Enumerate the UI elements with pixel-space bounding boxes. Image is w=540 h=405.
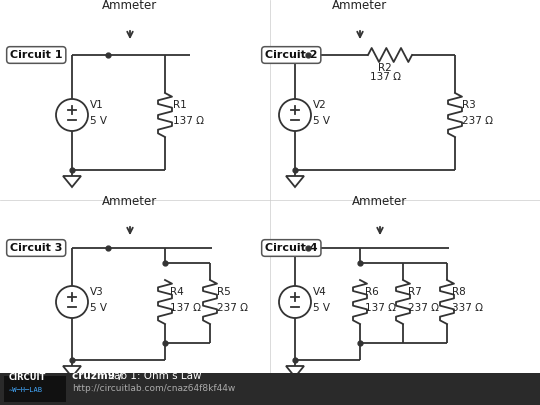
Text: 5 V: 5 V	[90, 303, 107, 313]
Text: 337 Ω: 337 Ω	[452, 303, 483, 313]
Text: 237 Ω: 237 Ω	[462, 116, 493, 126]
Text: ∼W─H─LAB: ∼W─H─LAB	[9, 387, 43, 393]
Text: http://circuitlab.com/cnaz64f8kf44w: http://circuitlab.com/cnaz64f8kf44w	[72, 384, 235, 393]
Text: R6: R6	[365, 287, 379, 297]
Text: 137 Ω: 137 Ω	[173, 116, 204, 126]
Text: 5 V: 5 V	[313, 303, 330, 313]
Text: V4: V4	[313, 287, 327, 297]
Text: Ammeter: Ammeter	[333, 0, 388, 12]
Text: CIRCUIT: CIRCUIT	[9, 373, 46, 382]
Text: Ammeter: Ammeter	[103, 195, 158, 208]
Bar	[4, 376, 66, 402]
Text: R1: R1	[173, 100, 187, 110]
Text: cruzm9 /: cruzm9 /	[72, 371, 122, 381]
Text: R2: R2	[378, 63, 392, 73]
Text: 5 V: 5 V	[313, 116, 330, 126]
Text: R5: R5	[217, 287, 231, 297]
Text: Circuit 4: Circuit 4	[265, 243, 318, 253]
Text: R7: R7	[408, 287, 422, 297]
Text: R4: R4	[170, 287, 184, 297]
Text: V1: V1	[90, 100, 104, 110]
Text: Circuit 2: Circuit 2	[265, 50, 318, 60]
Text: 237 Ω: 237 Ω	[408, 303, 439, 313]
Text: V3: V3	[90, 287, 104, 297]
Text: Circuit 3: Circuit 3	[10, 243, 63, 253]
Text: 137 Ω: 137 Ω	[365, 303, 396, 313]
Text: V2: V2	[313, 100, 327, 110]
Text: Ammeter: Ammeter	[353, 195, 408, 208]
Text: Circuit 1: Circuit 1	[10, 50, 63, 60]
Text: 137 Ω: 137 Ω	[170, 303, 201, 313]
Text: 5 V: 5 V	[90, 116, 107, 126]
Text: Lab 1: Ohm’s Law: Lab 1: Ohm’s Law	[105, 371, 201, 381]
Text: 237 Ω: 237 Ω	[217, 303, 248, 313]
Text: 137 Ω: 137 Ω	[369, 72, 401, 82]
Text: Ammeter: Ammeter	[103, 0, 158, 12]
Text: R8: R8	[452, 287, 465, 297]
Text: R3: R3	[462, 100, 476, 110]
Bar	[0, 373, 540, 405]
